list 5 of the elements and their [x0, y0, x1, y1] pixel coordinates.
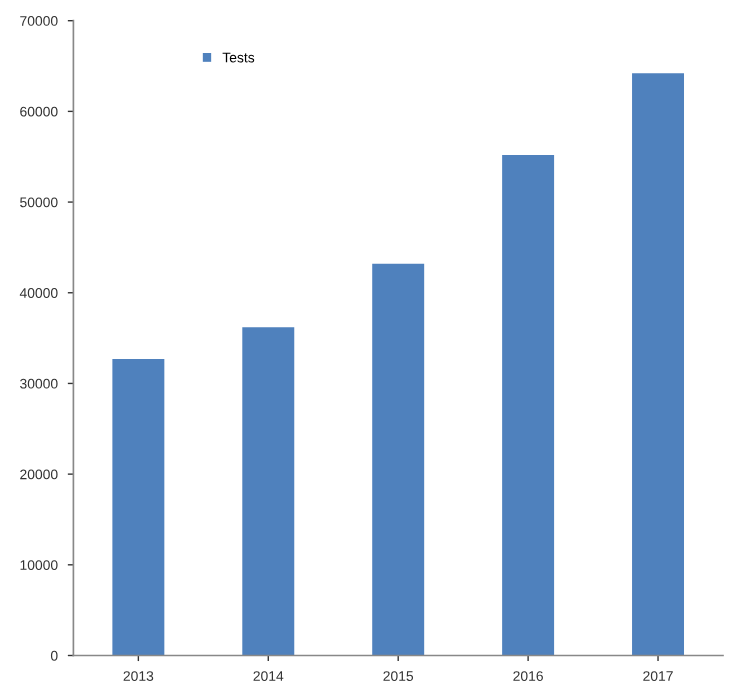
bar	[632, 73, 685, 656]
bar	[372, 263, 425, 656]
bar	[502, 154, 555, 656]
bar	[242, 327, 295, 656]
bar	[112, 358, 165, 656]
